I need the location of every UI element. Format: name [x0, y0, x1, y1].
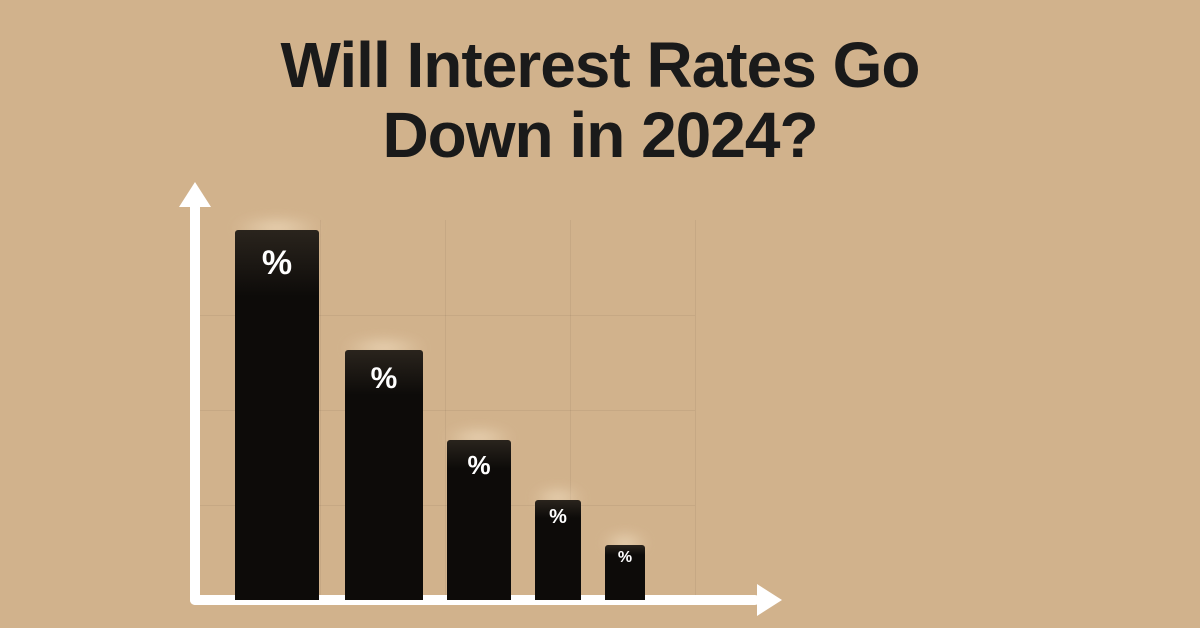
chart-bar: %: [605, 545, 645, 600]
percent-icon: %: [235, 244, 319, 283]
percent-icon: %: [345, 362, 423, 396]
y-axis-arrow-icon: [179, 182, 211, 207]
x-axis-arrow-icon: [757, 584, 782, 616]
chart-bar: %: [447, 440, 511, 600]
percent-icon: %: [605, 549, 645, 567]
chart-bar: %: [345, 350, 423, 600]
percent-icon: %: [447, 450, 511, 481]
headline-title: Will Interest Rates Go Down in 2024?: [0, 30, 1200, 171]
chart-bar: %: [235, 230, 319, 600]
percent-icon: %: [535, 506, 581, 529]
infographic-canvas: Will Interest Rates Go Down in 2024? %%%…: [0, 0, 1200, 628]
bar-body: [235, 230, 319, 600]
bar-chart: %%%%%: [195, 200, 755, 600]
chart-bar: %: [535, 500, 581, 600]
grid-line-vertical: [695, 220, 696, 600]
y-axis: [190, 195, 200, 605]
